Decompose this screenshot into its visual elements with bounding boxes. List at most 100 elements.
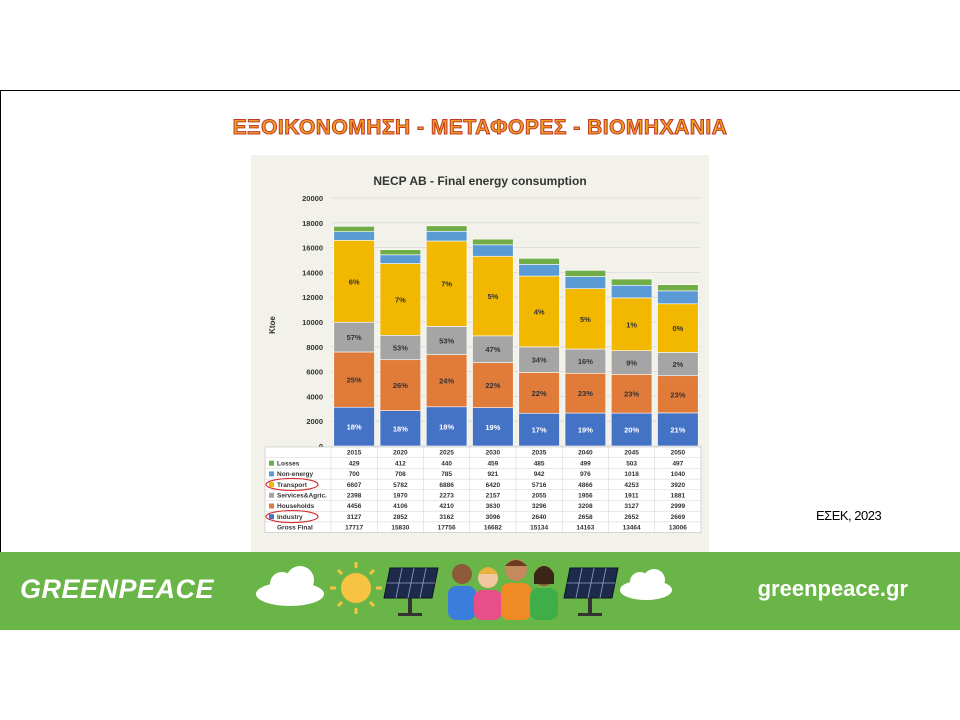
bar-segment — [657, 284, 699, 292]
table-cell: 2852 — [393, 514, 408, 521]
chart-title: NECP AB - Final energy consumption — [373, 174, 586, 188]
y-tick-label: 12000 — [302, 293, 323, 302]
x-tick-label: 2035 — [532, 450, 547, 457]
y-tick-label: 10000 — [302, 318, 323, 327]
table-cell: 3208 — [578, 503, 593, 510]
bar-segment — [518, 258, 560, 265]
table-cell: 2273 — [439, 493, 454, 500]
bar-segment — [472, 407, 514, 447]
bar-segment — [472, 244, 514, 257]
data-label: 16% — [578, 357, 593, 366]
table-cell: 6886 — [439, 482, 454, 489]
data-label: 22% — [485, 381, 500, 390]
data-label: 5% — [580, 315, 591, 324]
bar-segment — [564, 288, 607, 350]
table-cell: 3162 — [439, 514, 454, 521]
data-label: 21% — [670, 425, 685, 434]
data-label: 18% — [393, 424, 408, 433]
bar-segment — [333, 406, 375, 447]
x-tick-label: 2025 — [439, 450, 454, 457]
y-tick-label: 16000 — [302, 244, 323, 253]
chart-panel: NECP AB - Final energy consumption 0 2000 4… — [251, 155, 709, 552]
total-cell: 15134 — [530, 525, 548, 532]
bar-segment — [564, 412, 607, 447]
table-cell: 1970 — [393, 493, 408, 500]
x-tick-label: 2045 — [624, 450, 639, 457]
bar-segment — [379, 263, 422, 336]
table-cell: 440 — [441, 460, 452, 467]
slide-title: ΕΞΟΙΚΟΝΟΜΗΣΗ - ΜΕΤΑΦΟΡΕΣ - ΒΙΟΜΗΧΑΝΙΑ — [232, 116, 728, 140]
table-cell: 4866 — [578, 482, 593, 489]
table-cell: 2157 — [486, 493, 501, 500]
legend-label: Households — [277, 503, 315, 510]
bar-segment — [425, 225, 468, 232]
x-tick-label: 2050 — [671, 450, 686, 457]
source-note: ΕΣΕΚ, 2023 — [816, 508, 882, 523]
slide-border-left — [0, 90, 1, 552]
bar-segment — [518, 346, 560, 373]
table-cell: 3630 — [486, 503, 501, 510]
greenpeace-url: greenpeace.gr — [757, 576, 908, 601]
data-label: 5% — [487, 292, 498, 301]
legend-swatch — [269, 503, 274, 509]
total-cell: 13006 — [669, 525, 687, 532]
bar-segment — [472, 335, 514, 363]
data-label: 22% — [532, 389, 547, 398]
solar-panel-icon — [383, 567, 439, 616]
bar-segment — [472, 238, 514, 246]
table-cell: 700 — [349, 471, 360, 478]
bar-segment — [610, 278, 653, 286]
table-cell: 2652 — [624, 514, 639, 521]
sun-icon — [330, 562, 382, 614]
total-row-label: Gross Final — [277, 525, 313, 532]
data-label: 7% — [441, 280, 452, 289]
bar-segment — [518, 275, 560, 348]
data-label: 1% — [626, 320, 637, 329]
total-cell: 16682 — [484, 525, 502, 532]
bar-segment — [425, 354, 468, 408]
banner-illustration — [256, 559, 672, 620]
bar-segment — [472, 255, 514, 337]
y-tick-label: 0 — [319, 442, 323, 451]
table-cell: 6420 — [486, 482, 501, 489]
table-cell: 2640 — [532, 514, 547, 521]
data-label: 7% — [395, 295, 406, 304]
data-label: 26% — [393, 381, 408, 390]
legend-swatch — [269, 514, 274, 520]
table-cell: 3096 — [486, 514, 501, 521]
bar-segment — [472, 362, 514, 408]
table-cell: 503 — [626, 460, 637, 467]
total-cell: 13464 — [623, 525, 641, 532]
cloud-icon-2 — [620, 569, 672, 600]
bar-segment — [564, 270, 607, 277]
table-cell: 4106 — [393, 503, 408, 510]
data-label: 47% — [485, 345, 500, 354]
legend-swatch — [269, 460, 274, 466]
data-label: 19% — [578, 426, 593, 435]
table-cell: 6607 — [347, 482, 362, 489]
y-tick-label: 20000 — [302, 194, 323, 203]
table-cell: 2658 — [578, 514, 593, 521]
greenpeace-logo: GREENPEACE — [20, 574, 215, 604]
table-cell: 2055 — [532, 493, 547, 500]
highlight-circle — [265, 477, 319, 492]
data-label: 17% — [532, 426, 547, 435]
table-cell: 1018 — [624, 471, 639, 478]
x-tick-label: 2015 — [347, 450, 362, 457]
data-label: 24% — [439, 377, 454, 386]
bar-segment — [657, 303, 699, 353]
highlight-circle — [265, 509, 319, 524]
footer-banner: GREENPEACE — [0, 552, 960, 630]
table-cell: 2669 — [671, 514, 686, 521]
bar-segment — [333, 226, 375, 232]
data-label: 2% — [672, 360, 683, 369]
table-cell: 3296 — [532, 503, 547, 510]
table-cell: 3920 — [671, 482, 686, 489]
x-tick-label: 2020 — [393, 450, 408, 457]
data-label: 57% — [347, 333, 362, 342]
legend-label: Losses — [277, 460, 300, 467]
data-label: 18% — [347, 423, 362, 432]
bar-segment — [425, 230, 468, 242]
bar-segment — [379, 410, 422, 447]
data-label: 9% — [626, 358, 637, 367]
